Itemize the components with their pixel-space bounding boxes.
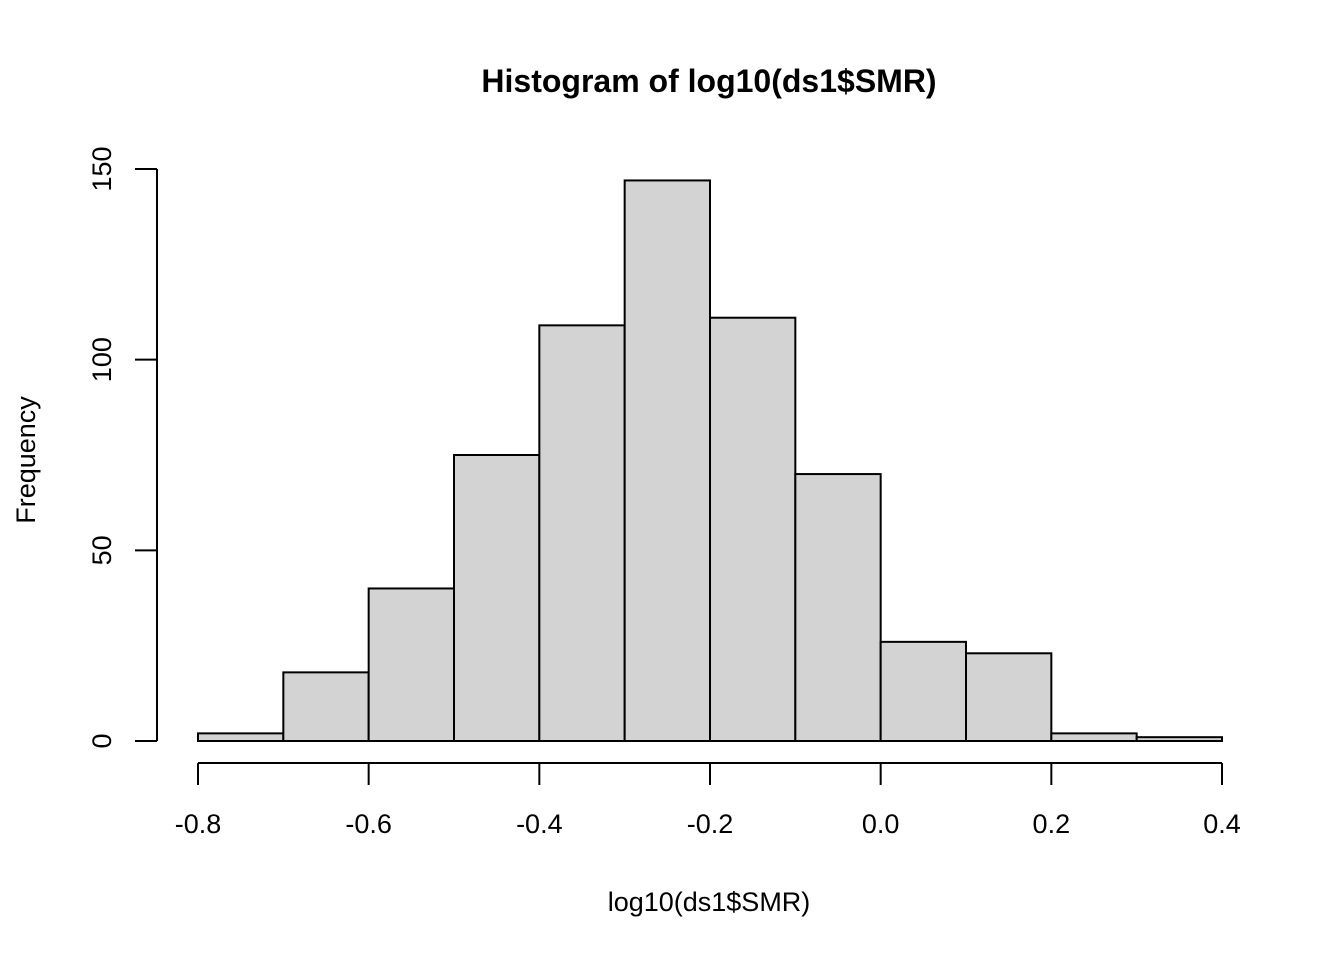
histogram-bar [367, 587, 455, 743]
y-tick-label: 50 [87, 535, 117, 565]
histogram-bar [879, 640, 968, 742]
x-tick-label: 0.4 [1203, 809, 1241, 839]
histogram-bar [538, 324, 626, 742]
x-axis: -0.8 -0.6 -0.4 -0.2 0.0 0.2 0.4 [175, 762, 1241, 839]
histogram-bar [197, 732, 285, 743]
histogram-bar [794, 473, 882, 742]
x-tick-label: 0.0 [862, 809, 900, 839]
y-tick-label: 100 [87, 337, 117, 382]
y-tick-label: 150 [87, 146, 117, 191]
x-tick-label: -0.2 [687, 809, 734, 839]
y-tick-label: 0 [87, 733, 117, 748]
x-tick-label: -0.4 [516, 809, 563, 839]
x-axis-label: log10(ds1$SMR) [608, 887, 811, 917]
y-axis-label: Frequency [11, 396, 41, 524]
histogram-bar [623, 179, 712, 742]
histogram-bar [709, 316, 797, 742]
histogram-bar [453, 454, 541, 742]
chart-title: Histogram of log10(ds1$SMR) [481, 63, 936, 99]
x-tick-label: -0.8 [175, 809, 222, 839]
y-axis: 0 50 100 150 [87, 146, 158, 749]
histogram-bar [282, 671, 370, 742]
bars-group [197, 179, 1223, 743]
x-tick-label: -0.6 [345, 809, 392, 839]
histogram-bar [1135, 736, 1223, 742]
histogram-bar [965, 652, 1053, 742]
x-tick-label: 0.2 [1033, 809, 1071, 839]
histogram-bar [1050, 732, 1138, 743]
